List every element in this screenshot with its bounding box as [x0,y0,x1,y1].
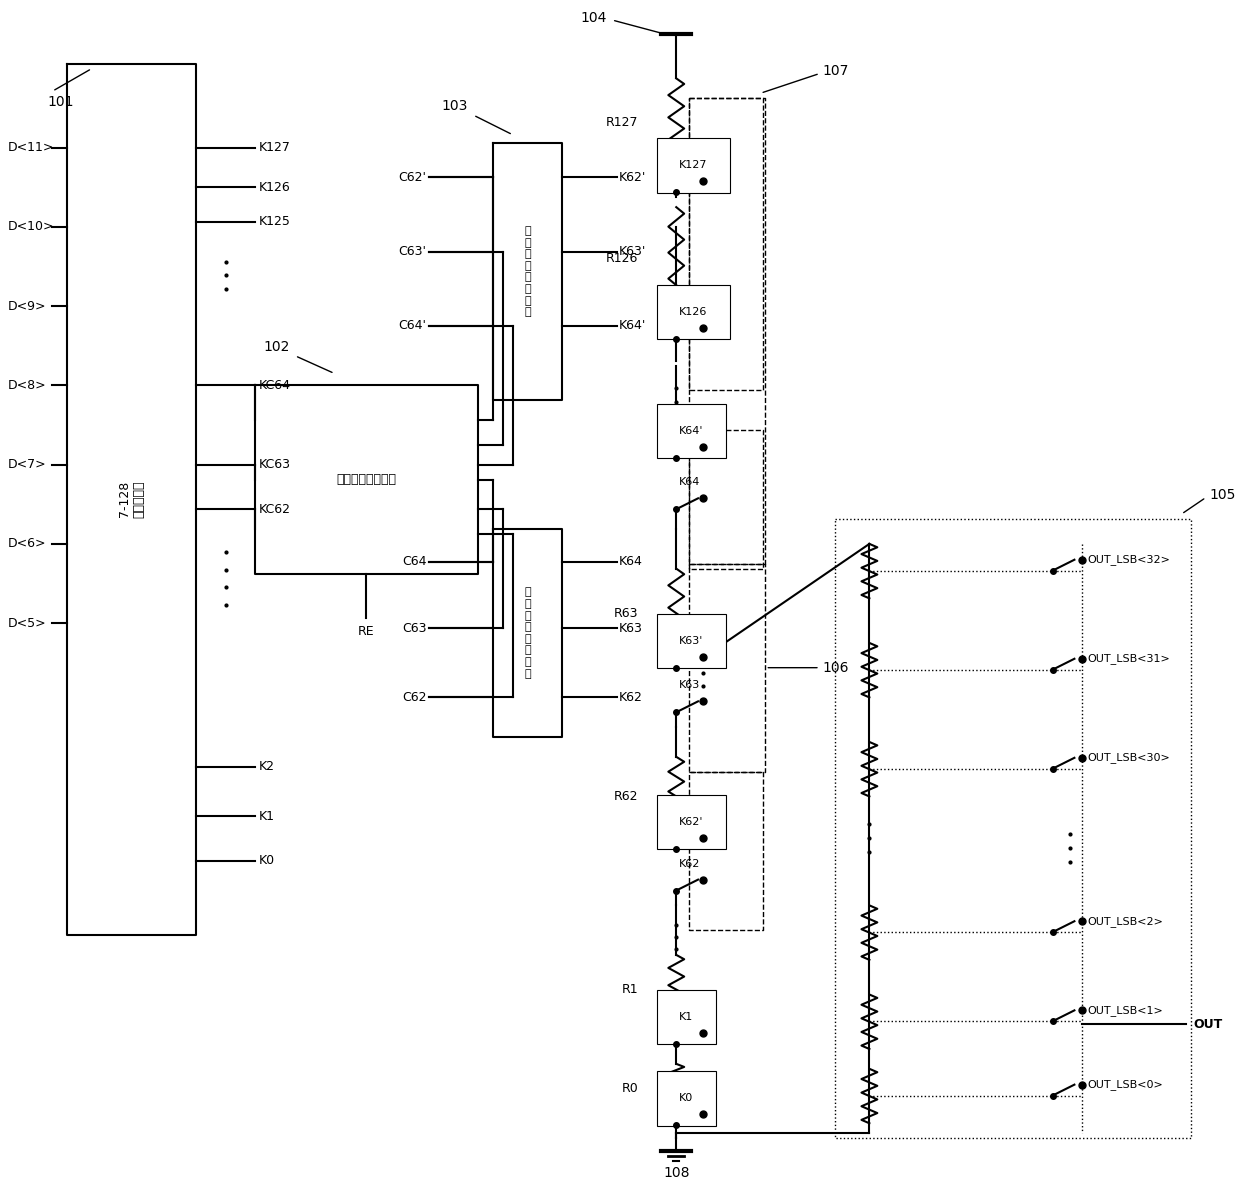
Text: R1: R1 [622,984,639,997]
Text: 107: 107 [823,64,849,78]
Text: K0: K0 [680,1094,693,1103]
Text: K64': K64' [619,320,646,333]
Text: 存
储
器
加
电
录
波
器: 存 储 器 加 电 录 波 器 [525,588,531,679]
Text: K62: K62 [619,691,642,704]
Text: K63': K63' [680,636,703,646]
Text: 105: 105 [1209,488,1235,502]
Text: K62': K62' [680,818,704,827]
Text: K2: K2 [258,761,274,774]
Text: K127: K127 [258,141,290,154]
Text: 逻辑时序产生电路: 逻辑时序产生电路 [337,473,397,486]
Text: OUT: OUT [1193,1018,1223,1031]
Text: KC63: KC63 [258,459,290,472]
Text: K63: K63 [680,680,701,691]
Text: D<5>: D<5> [7,616,46,629]
Text: OUT_LSB<1>: OUT_LSB<1> [1087,1005,1163,1016]
Text: K126: K126 [258,181,290,194]
Text: K126: K126 [680,307,708,318]
Text: D<11>: D<11> [7,141,55,154]
Text: D<6>: D<6> [7,537,46,550]
Text: C62': C62' [399,171,427,184]
Text: K64: K64 [680,478,701,487]
Text: K1: K1 [680,1012,693,1023]
Text: K0: K0 [258,854,274,867]
Text: C63: C63 [402,622,427,634]
Text: KC64: KC64 [258,379,290,392]
Text: OUT_LSB<0>: OUT_LSB<0> [1087,1080,1163,1090]
Text: R63: R63 [614,607,639,620]
Text: R127: R127 [606,116,639,129]
Text: 存
储
器
加
电
录
波
器: 存 储 器 加 电 录 波 器 [525,226,531,318]
Text: 102: 102 [264,340,290,353]
Text: K62: K62 [680,859,701,869]
Text: D<9>: D<9> [7,300,46,313]
Text: 106: 106 [823,661,849,674]
Text: K1: K1 [258,809,274,822]
Text: R126: R126 [606,252,639,265]
Text: K125: K125 [258,216,290,229]
Text: OUT_LSB<2>: OUT_LSB<2> [1087,916,1163,927]
Text: C64': C64' [399,320,427,333]
Text: C63': C63' [399,245,427,258]
Text: D<7>: D<7> [7,459,46,472]
Text: 101: 101 [47,95,74,109]
Text: K63': K63' [619,245,646,258]
Text: 103: 103 [441,100,469,113]
Text: R0: R0 [622,1082,639,1095]
Text: OUT_LSB<30>: OUT_LSB<30> [1087,752,1171,763]
Text: RE: RE [358,624,374,638]
Text: 108: 108 [663,1166,689,1180]
Text: K64: K64 [619,556,642,569]
Text: KC62: KC62 [258,502,290,515]
Text: K127: K127 [680,160,708,171]
Text: K64': K64' [680,425,704,436]
Text: D<8>: D<8> [7,379,46,392]
Text: D<10>: D<10> [7,220,55,233]
Text: R62: R62 [614,790,639,803]
Text: C64: C64 [402,556,427,569]
Text: 104: 104 [580,11,606,25]
Text: 7-128
移位寄存器: 7-128 移位寄存器 [118,481,145,518]
Text: OUT_LSB<31>: OUT_LSB<31> [1087,653,1171,665]
Text: C62: C62 [402,691,427,704]
Text: K63: K63 [619,622,642,634]
Text: OUT_LSB<32>: OUT_LSB<32> [1087,555,1171,565]
Text: K62': K62' [619,171,646,184]
